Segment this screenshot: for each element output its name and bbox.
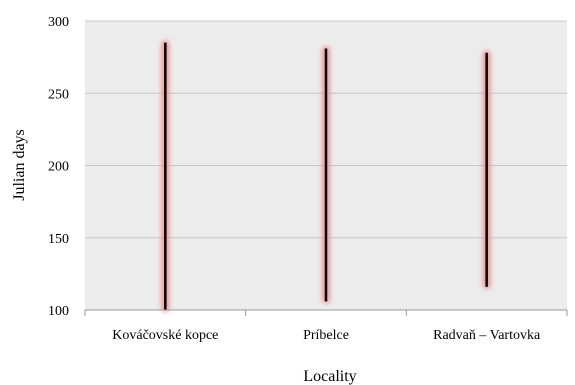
y-tick-label: 200 bbox=[48, 160, 69, 175]
range-bar bbox=[322, 46, 330, 304]
range-bar bbox=[482, 50, 491, 289]
range-bars bbox=[161, 40, 491, 313]
x-tick-label: Príbelce bbox=[303, 328, 349, 343]
x-axis-title: Locality bbox=[303, 368, 356, 385]
range-bar bbox=[161, 40, 170, 313]
y-tick-label: 100 bbox=[48, 304, 69, 319]
x-tick-label: Radvaň – Vartovka bbox=[433, 328, 541, 343]
x-axis-ticks bbox=[84, 310, 568, 316]
x-tick-label: Kováčovské kopce bbox=[112, 328, 218, 343]
y-tick-label: 250 bbox=[48, 87, 69, 102]
y-tick-label: 300 bbox=[48, 15, 69, 30]
y-tick-label: 150 bbox=[48, 232, 69, 247]
y-axis-title: Julian days bbox=[11, 129, 28, 201]
y-axis-tick-labels: 100 150 200 250 300 bbox=[48, 15, 69, 319]
x-axis-tick-labels: Kováčovské kopce Príbelce Radvaň – Vartovk… bbox=[112, 328, 541, 343]
